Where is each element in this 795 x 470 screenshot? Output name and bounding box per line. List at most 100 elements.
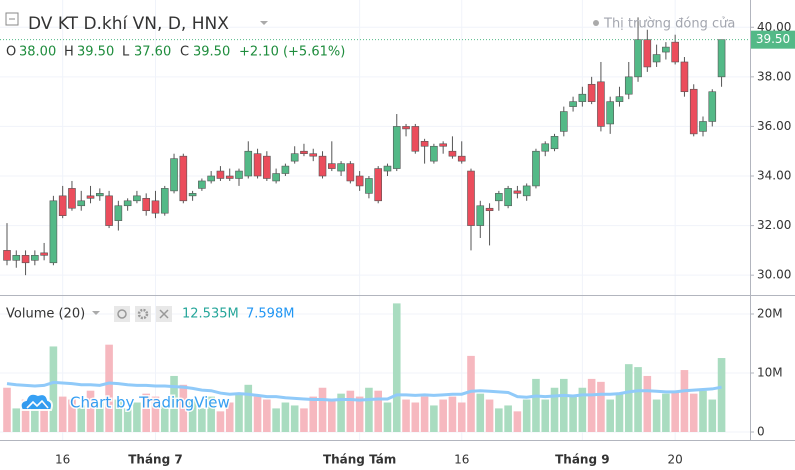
volume-bar — [578, 387, 587, 432]
settings-icon[interactable] — [135, 306, 151, 322]
collapse-icon[interactable] — [5, 12, 19, 26]
candle-body — [170, 158, 178, 192]
volume-bar — [550, 387, 559, 432]
candle-body — [346, 163, 355, 182]
candle-body — [541, 143, 550, 152]
ohlc-value: 37.60 — [134, 45, 171, 60]
candle-body — [495, 193, 503, 202]
volume-bar — [662, 393, 670, 432]
x-tick-label: Tháng 7 — [128, 453, 183, 467]
volume-bar — [652, 399, 661, 432]
volume-bar — [541, 399, 550, 432]
volume-bar — [560, 378, 568, 432]
candle-body — [485, 207, 494, 212]
volume-bar — [615, 393, 624, 432]
volume-bar — [31, 405, 39, 432]
volume-bar — [420, 396, 429, 432]
volume-bar — [263, 399, 271, 432]
volume-bar — [439, 399, 447, 432]
candle-body — [225, 175, 234, 179]
change: +2.10 (+5.61%) — [239, 45, 345, 60]
candle-body — [77, 200, 86, 207]
candle-body — [3, 250, 11, 261]
volume-bar — [253, 396, 262, 432]
candle-body — [606, 101, 615, 125]
volume-ma-line — [6, 380, 722, 402]
volume-bar — [188, 399, 197, 432]
y-tick-label: 20M — [757, 307, 783, 321]
volume-bar — [671, 390, 679, 432]
eye-icon[interactable] — [114, 306, 130, 322]
volume-title: Volume (20) — [6, 307, 85, 322]
volume-bar — [77, 405, 86, 432]
candle-body — [160, 188, 169, 214]
candle-body — [662, 46, 670, 53]
volume-bar — [96, 402, 104, 432]
volume-bar — [355, 396, 364, 432]
volume-bar — [198, 408, 206, 432]
candle-body — [522, 185, 531, 197]
volume-bar — [587, 378, 596, 432]
volume-bar — [328, 399, 336, 432]
candle-body — [420, 141, 429, 147]
candle-body — [151, 200, 160, 214]
x-tick-label: Tháng Tám — [323, 453, 396, 467]
candle-body — [86, 195, 95, 199]
volume-bar — [606, 399, 614, 432]
volume-bar — [634, 367, 642, 432]
volume-bar — [522, 399, 531, 432]
candle-body — [96, 193, 104, 197]
candle-body — [58, 195, 67, 216]
volume-bar — [133, 402, 141, 432]
market-status: Thị trường đóng cửa — [603, 17, 735, 32]
candle-body — [569, 101, 577, 107]
settings-icon-glyph — [137, 308, 149, 320]
volume-bar — [680, 370, 689, 432]
ohlc-label: O — [6, 45, 16, 60]
ohlc-label: C — [180, 45, 189, 60]
candle-body — [578, 93, 587, 102]
volume-bar — [235, 393, 243, 432]
volume-bar — [114, 399, 123, 432]
candle-body — [476, 205, 485, 226]
watermark-logo-line — [26, 399, 49, 409]
y-tick-label: 0 — [757, 425, 765, 439]
last-price-label: 39.50 — [756, 32, 790, 46]
candle-body — [40, 252, 48, 256]
volume-bar — [170, 375, 178, 432]
volume-bar — [309, 396, 318, 432]
candle-body — [198, 180, 206, 189]
candle-body — [123, 200, 132, 207]
candle-body — [188, 193, 197, 197]
volume-bar — [337, 393, 345, 432]
candle-body — [374, 168, 383, 202]
volume-bar — [504, 405, 512, 432]
candle-body — [179, 155, 188, 202]
volume-bar — [717, 358, 726, 432]
plot — [3, 17, 726, 432]
y-tick-label: 34.00 — [757, 169, 791, 183]
candle-body — [467, 170, 475, 226]
y-tick-label: 30.00 — [757, 268, 791, 282]
volume-bar — [105, 344, 113, 432]
volume-bar — [476, 393, 485, 432]
symbol-dropdown[interactable] — [260, 21, 268, 25]
volume-bar — [392, 303, 401, 432]
candle-body — [290, 153, 299, 162]
volume-bar — [58, 396, 67, 432]
volume-bar — [624, 364, 633, 432]
candle-body — [253, 153, 262, 177]
candle-body — [699, 121, 707, 132]
volume-bar — [300, 408, 308, 432]
volume-legend-value: 12.535M — [182, 307, 239, 322]
candle-body — [634, 39, 642, 78]
volume-bar — [68, 399, 76, 432]
candle-body — [365, 178, 373, 194]
volume-bar — [383, 402, 392, 432]
candle-body — [272, 173, 280, 182]
volume-bar — [485, 399, 494, 432]
ohlc-value: 39.50 — [77, 45, 114, 60]
candle-body — [263, 155, 271, 179]
candle-body — [133, 195, 141, 202]
volume-dropdown[interactable] — [92, 311, 100, 315]
